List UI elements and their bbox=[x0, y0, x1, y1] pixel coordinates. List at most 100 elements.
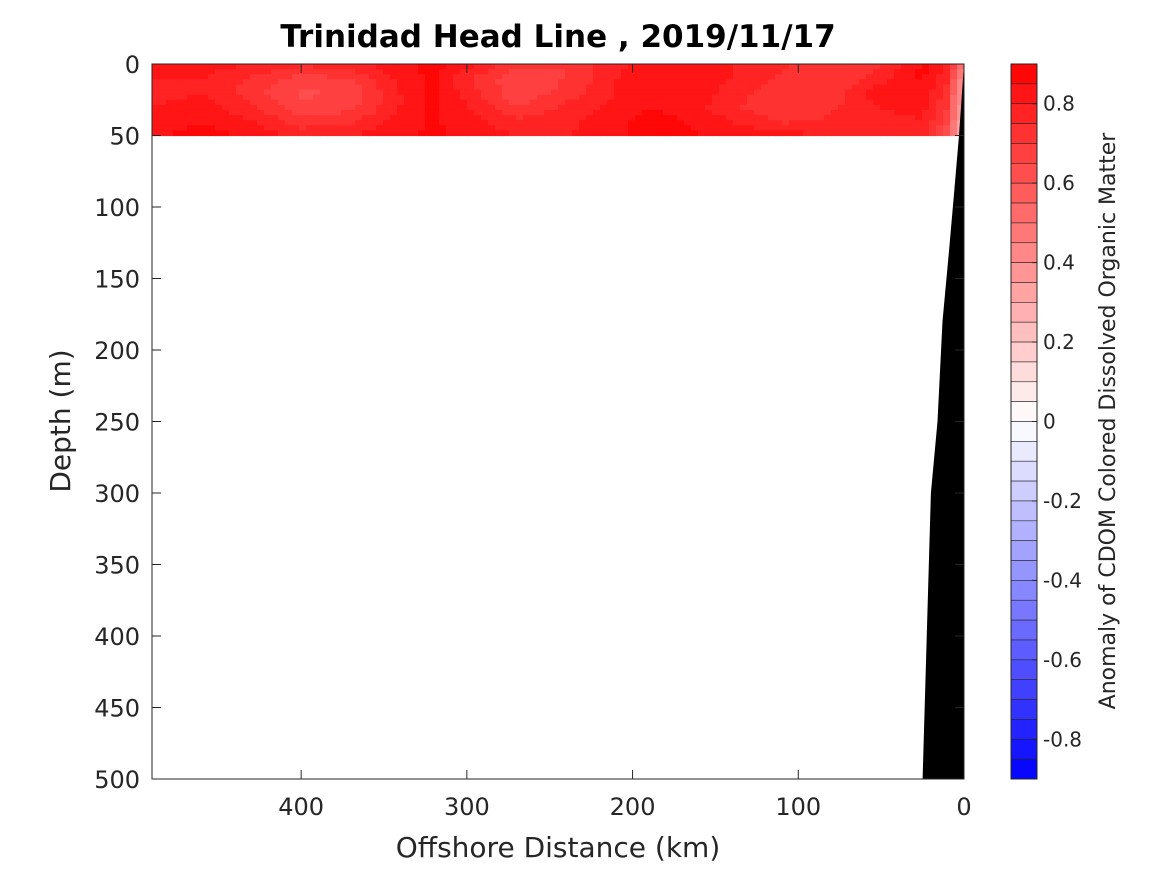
anomaly-cell bbox=[852, 84, 860, 91]
anomaly-cell bbox=[411, 104, 419, 111]
anomaly-cell bbox=[502, 79, 510, 86]
anomaly-cell bbox=[313, 64, 321, 70]
anomaly-cell bbox=[663, 104, 671, 111]
anomaly-cell bbox=[432, 69, 440, 75]
anomaly-cell bbox=[432, 130, 440, 137]
anomaly-cell bbox=[628, 74, 636, 80]
anomaly-cell bbox=[299, 69, 307, 75]
anomaly-cell bbox=[446, 130, 454, 137]
anomaly-cell bbox=[278, 94, 286, 101]
anomaly-cell bbox=[544, 84, 552, 91]
anomaly-cell bbox=[607, 79, 615, 86]
anomaly-cell bbox=[929, 120, 937, 126]
anomaly-cell bbox=[733, 79, 741, 86]
anomaly-cell bbox=[208, 89, 216, 96]
anomaly-cell bbox=[859, 74, 867, 80]
anomaly-cell bbox=[621, 74, 629, 80]
anomaly-cell bbox=[334, 125, 342, 131]
anomaly-cell bbox=[922, 69, 930, 75]
anomaly-cell bbox=[649, 109, 657, 116]
anomaly-cell bbox=[817, 64, 825, 70]
anomaly-cell bbox=[194, 64, 202, 70]
anomaly-cell bbox=[747, 89, 755, 96]
anomaly-cell bbox=[264, 130, 272, 137]
anomaly-cell bbox=[845, 69, 853, 75]
anomaly-cell bbox=[180, 104, 188, 111]
anomaly-cell bbox=[257, 79, 265, 86]
anomaly-cell bbox=[838, 94, 846, 101]
anomaly-field bbox=[152, 64, 964, 137]
anomaly-cell bbox=[355, 104, 363, 111]
anomaly-cell bbox=[796, 130, 804, 137]
anomaly-cell bbox=[159, 94, 167, 101]
anomaly-cell bbox=[908, 94, 916, 101]
anomaly-cell bbox=[236, 84, 244, 91]
anomaly-cell bbox=[642, 89, 650, 96]
anomaly-cell bbox=[733, 84, 741, 91]
anomaly-cell bbox=[558, 64, 566, 70]
anomaly-cell bbox=[733, 125, 741, 131]
anomaly-cell bbox=[411, 125, 419, 131]
anomaly-cell bbox=[705, 99, 713, 106]
anomaly-cell bbox=[446, 125, 454, 131]
anomaly-cell bbox=[957, 74, 964, 80]
anomaly-cell bbox=[362, 115, 370, 121]
anomaly-cell bbox=[215, 125, 223, 131]
anomaly-cell bbox=[670, 120, 678, 126]
anomaly-cell bbox=[565, 64, 573, 70]
anomaly-cell bbox=[726, 109, 734, 116]
anomaly-cell bbox=[656, 84, 664, 91]
anomaly-cell bbox=[894, 74, 902, 80]
anomaly-cell bbox=[915, 89, 923, 96]
anomaly-cell bbox=[551, 79, 559, 86]
anomaly-cell bbox=[320, 94, 328, 101]
anomaly-cell bbox=[929, 130, 937, 137]
anomaly-cell bbox=[453, 109, 461, 116]
anomaly-cell bbox=[915, 64, 923, 70]
anomaly-cell bbox=[901, 94, 909, 101]
anomaly-cell bbox=[670, 94, 678, 101]
anomaly-cell bbox=[355, 79, 363, 86]
anomaly-cell bbox=[173, 69, 181, 75]
anomaly-cell bbox=[880, 89, 888, 96]
anomaly-cell bbox=[803, 120, 811, 126]
anomaly-cell bbox=[915, 115, 923, 121]
anomaly-cell bbox=[593, 120, 601, 126]
anomaly-cell bbox=[894, 64, 902, 70]
anomaly-cell bbox=[397, 94, 405, 101]
chart-title: Trinidad Head Line , 2019/11/17 bbox=[280, 19, 835, 55]
anomaly-cell bbox=[621, 79, 629, 86]
anomaly-cell bbox=[929, 79, 937, 86]
anomaly-cell bbox=[656, 64, 664, 70]
anomaly-cell bbox=[523, 74, 531, 80]
anomaly-cell bbox=[432, 120, 440, 126]
anomaly-cell bbox=[390, 84, 398, 91]
anomaly-cell bbox=[215, 79, 223, 86]
anomaly-cell bbox=[572, 109, 580, 116]
anomaly-cell bbox=[208, 69, 216, 75]
anomaly-cell bbox=[649, 74, 657, 80]
anomaly-cell bbox=[159, 69, 167, 75]
anomaly-cell bbox=[852, 130, 860, 137]
anomaly-cell bbox=[663, 109, 671, 116]
anomaly-cell bbox=[635, 79, 643, 86]
anomaly-cell bbox=[495, 99, 503, 106]
anomaly-cell bbox=[782, 115, 790, 121]
anomaly-cell bbox=[229, 120, 237, 126]
anomaly-cell bbox=[579, 104, 587, 111]
anomaly-cell bbox=[747, 74, 755, 80]
anomaly-cell bbox=[187, 104, 195, 111]
anomaly-cell bbox=[768, 130, 776, 137]
anomaly-cell bbox=[733, 69, 741, 75]
anomaly-cell bbox=[418, 89, 426, 96]
anomaly-cell bbox=[677, 125, 685, 131]
anomaly-cell bbox=[187, 89, 195, 96]
anomaly-cell bbox=[586, 125, 594, 131]
anomaly-cell bbox=[628, 115, 636, 121]
anomaly-cell bbox=[656, 89, 664, 96]
y-tick-label: 500 bbox=[94, 766, 140, 794]
anomaly-cell bbox=[810, 79, 818, 86]
anomaly-cell bbox=[201, 89, 209, 96]
anomaly-cell bbox=[726, 115, 734, 121]
anomaly-cell bbox=[376, 69, 384, 75]
